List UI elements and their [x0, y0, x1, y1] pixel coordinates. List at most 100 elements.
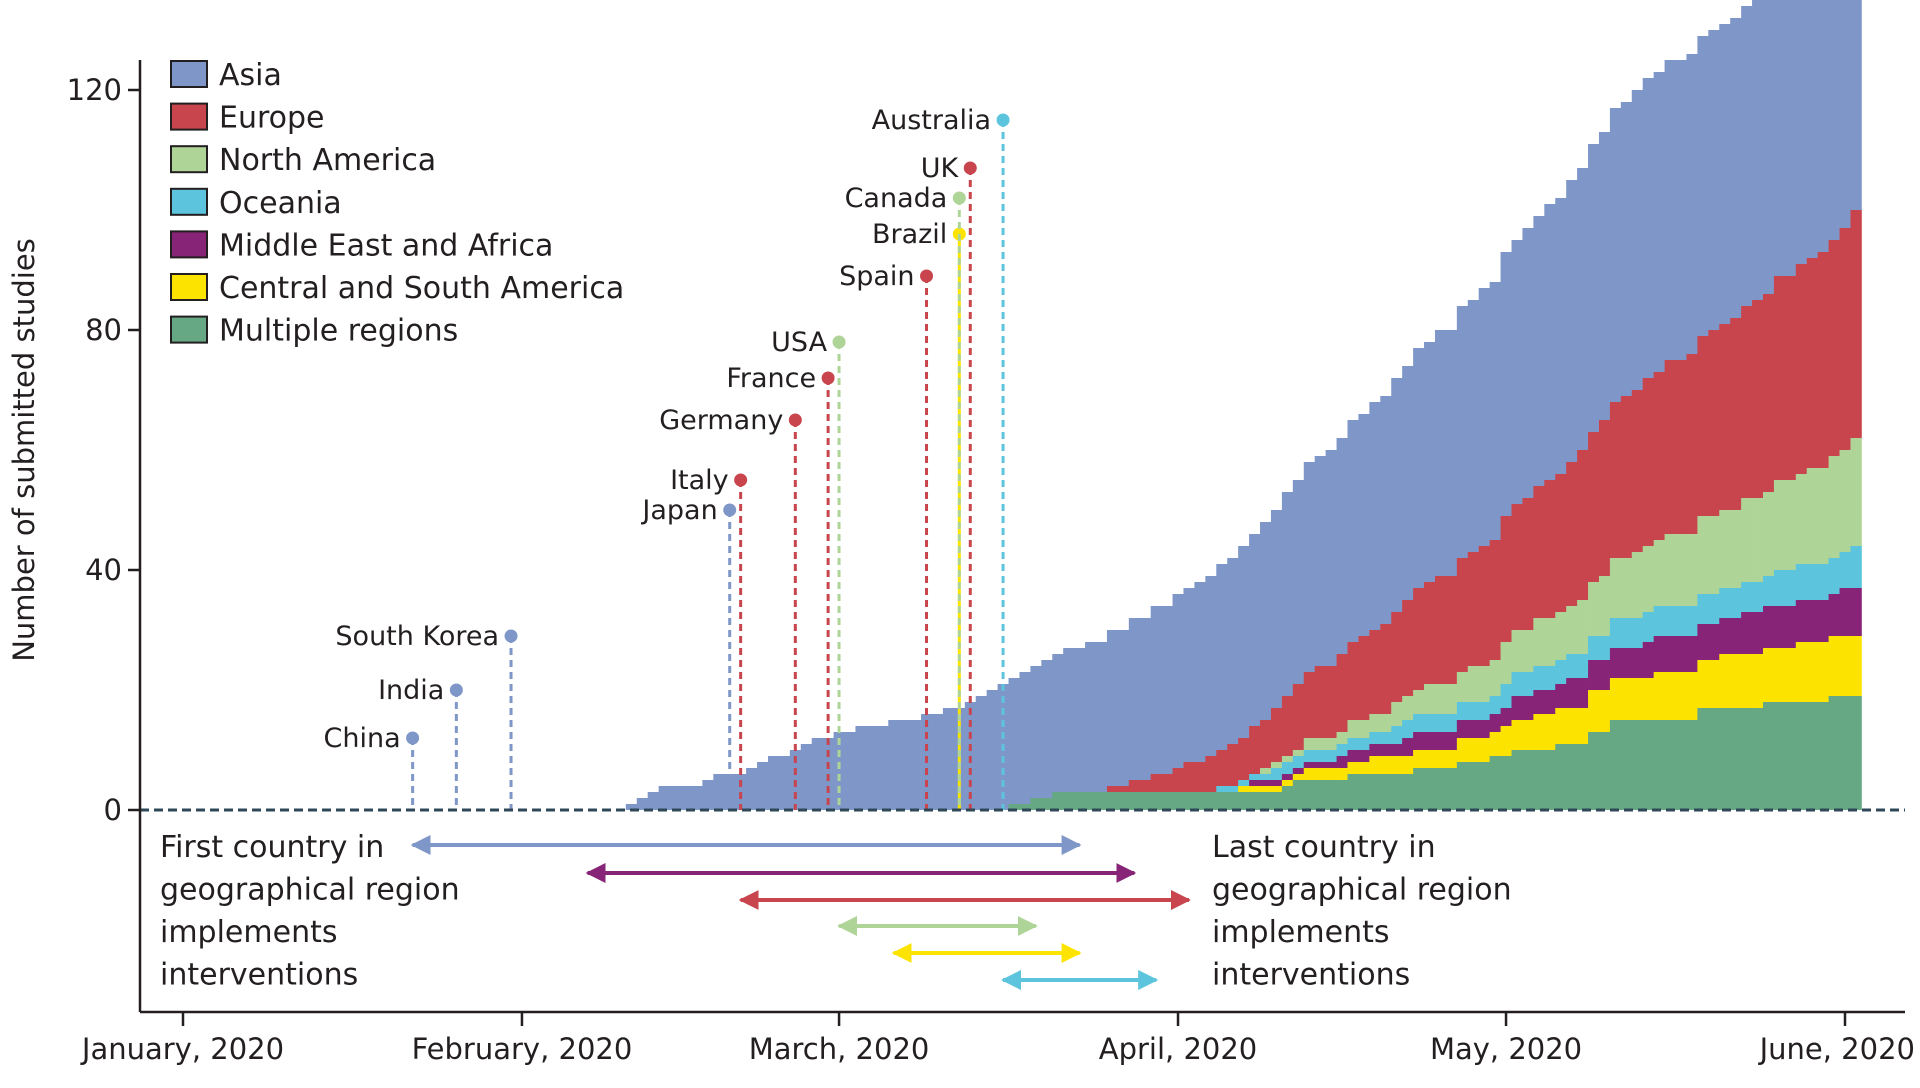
bar-multiple-day-147 [1784, 702, 1797, 810]
bar-asia-day-121 [1500, 252, 1512, 516]
bar-middleEastAfrica-day-116 [1445, 732, 1458, 750]
marker-india: India [378, 675, 463, 810]
annotation-line: implements [1212, 915, 1389, 950]
bar-europe-day-125 [1544, 480, 1556, 618]
bar-multiple-day-142 [1730, 708, 1742, 810]
bar-europe-day-104 [1314, 666, 1327, 738]
bar-asia-day-70 [942, 708, 955, 810]
bar-oceania-day-106 [1336, 744, 1348, 756]
bar-asia-day-139 [1697, 36, 1709, 336]
bar-multiple-day-92 [1183, 792, 1195, 810]
bar-middleEastAfrica-day-113 [1413, 732, 1425, 750]
bar-northAmerica-day-131 [1609, 558, 1622, 618]
bar-multiple-day-76 [1008, 804, 1020, 810]
x-tick-label: February, 2020 [412, 1032, 633, 1066]
bar-multiple-day-127 [1566, 744, 1578, 810]
bar-asia-day-109 [1369, 402, 1381, 630]
x-tick-label: May, 2020 [1430, 1032, 1582, 1066]
bar-multiple-day-135 [1653, 720, 1665, 810]
bar-asia-day-104 [1314, 456, 1327, 666]
bar-northAmerica-day-125 [1544, 618, 1556, 666]
bar-europe-day-135 [1653, 372, 1665, 540]
annotation-first-country: First country in geographical region imple… [160, 830, 460, 993]
bar-europe-day-147 [1784, 276, 1797, 480]
bar-middleEastAfrica-day-138 [1686, 636, 1698, 672]
bar-oceania-day-131 [1609, 618, 1622, 648]
bar-northAmerica-day-101 [1281, 756, 1294, 762]
bar-asia-day-103 [1303, 462, 1316, 672]
bar-northAmerica-day-103 [1303, 738, 1316, 750]
bar-asia-day-153 [1850, 0, 1862, 210]
bar-oceania-day-105 [1325, 750, 1337, 762]
bar-europe-day-139 [1697, 336, 1709, 516]
bar-asia-day-44 [658, 786, 670, 810]
bar-middleEastAfrica-day-101 [1281, 774, 1294, 780]
bar-centralSouthAmerica-day-121 [1500, 726, 1512, 756]
bar-multiple-day-126 [1555, 744, 1567, 810]
bar-northAmerica-day-107 [1347, 720, 1359, 738]
bar-oceania-day-102 [1292, 756, 1305, 768]
bar-multiple-day-124 [1533, 750, 1545, 810]
bar-asia-day-53 [757, 762, 769, 810]
marker-label: Canada [845, 183, 948, 214]
y-axis-title: Number of submitted studies [7, 238, 41, 662]
legend-label: Central and South America [219, 271, 624, 306]
bar-oceania-day-138 [1686, 606, 1698, 636]
bar-asia-day-86 [1117, 630, 1130, 786]
bar-oceania-day-98 [1249, 774, 1261, 780]
bar-middleEastAfrica-day-144 [1752, 612, 1764, 654]
bar-centralSouthAmerica-day-98 [1249, 786, 1261, 792]
bar-europe-day-153 [1850, 210, 1862, 438]
bar-asia-day-120 [1489, 282, 1501, 540]
bar-centralSouthAmerica-day-151 [1828, 636, 1840, 696]
bar-northAmerica-day-115 [1434, 684, 1447, 714]
bar-middleEastAfrica-day-140 [1708, 624, 1720, 660]
bar-asia-day-78 [1030, 666, 1042, 798]
legend-label: Middle East and Africa [219, 228, 553, 263]
bar-europe-day-119 [1478, 546, 1491, 666]
bar-oceania-day-128 [1577, 654, 1589, 678]
bar-asia-day-91 [1172, 594, 1184, 768]
marker-france: France [726, 363, 835, 810]
bar-asia-day-81 [1063, 648, 1075, 792]
bar-asia-day-138 [1686, 54, 1698, 354]
bar-asia-day-152 [1839, 0, 1851, 228]
bar-oceania-day-148 [1795, 564, 1808, 600]
bar-oceania-day-112 [1402, 720, 1414, 738]
bar-northAmerica-day-124 [1533, 618, 1545, 666]
annotation-line: interventions [1212, 958, 1410, 993]
marker-label: India [378, 675, 444, 706]
bar-multiple-day-90 [1161, 792, 1173, 810]
marker-dot [832, 335, 846, 349]
legend-item-multiple: Multiple regions [170, 314, 458, 349]
bar-middleEastAfrica-day-147 [1784, 606, 1797, 648]
bar-northAmerica-day-116 [1445, 684, 1458, 714]
bar-oceania-day-136 [1664, 606, 1676, 636]
bar-northAmerica-day-99 [1260, 768, 1272, 774]
bar-europe-day-98 [1249, 726, 1261, 774]
bar-multiple-day-130 [1598, 732, 1611, 810]
bar-asia-day-137 [1675, 60, 1687, 360]
bar-asia-day-80 [1052, 654, 1064, 792]
bar-centralSouthAmerica-day-108 [1358, 762, 1370, 774]
marker-label: USA [771, 327, 827, 358]
legend-item-northAmerica: North America [170, 143, 436, 178]
bar-europe-day-148 [1795, 264, 1808, 474]
annotation-last-country: Last country in geographical region implem… [1212, 830, 1512, 993]
bar-multiple-day-122 [1511, 750, 1523, 810]
annotation-line: First country in [160, 830, 384, 865]
bar-middleEastAfrica-day-141 [1719, 618, 1731, 654]
annotations: First country in geographical region imple… [160, 830, 1512, 993]
bar-europe-day-134 [1642, 378, 1655, 546]
bar-europe-day-141 [1719, 324, 1731, 510]
marker-label: Australia [872, 105, 991, 136]
bar-multiple-day-116 [1445, 768, 1458, 810]
bar-multiple-day-140 [1708, 708, 1720, 810]
bar-centralSouthAmerica-day-129 [1588, 690, 1600, 732]
legend-label: Oceania [219, 186, 342, 221]
bar-asia-day-114 [1424, 342, 1436, 582]
bar-multiple-day-119 [1478, 762, 1491, 810]
bar-europe-day-118 [1467, 552, 1480, 666]
legend-swatch [170, 273, 208, 301]
bar-oceania-day-117 [1456, 702, 1469, 720]
